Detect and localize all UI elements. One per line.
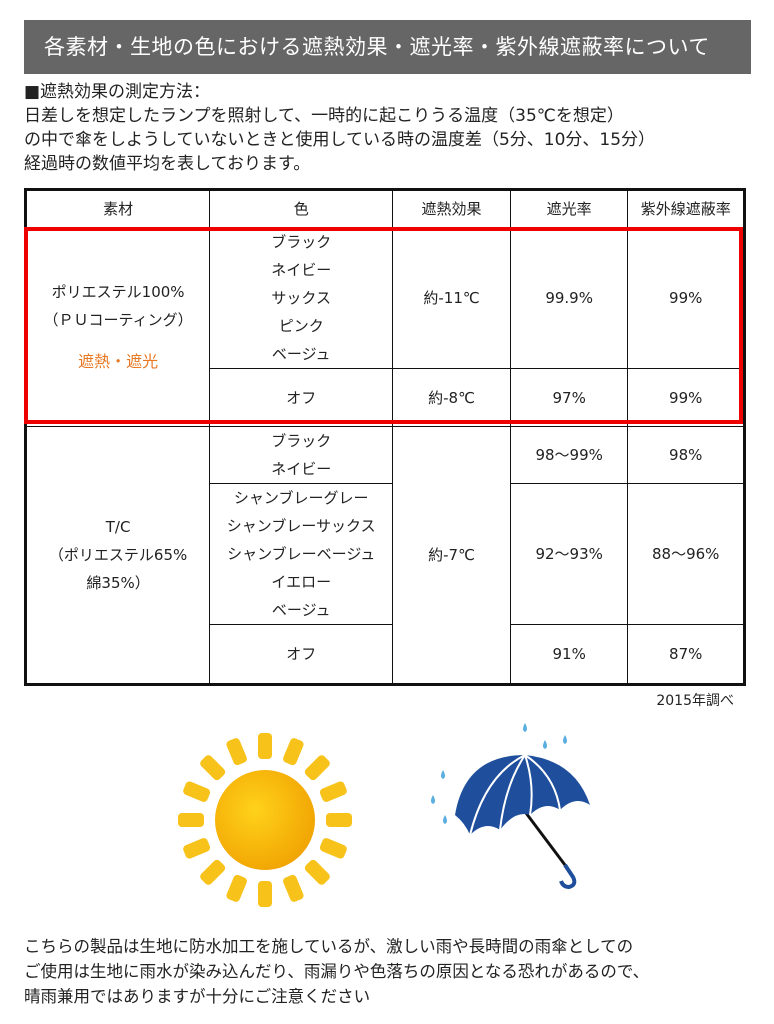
light-cell: 92〜93%	[509, 483, 629, 625]
uv-cell: 99%	[627, 227, 745, 369]
sun-ray	[183, 838, 211, 859]
highlight-box	[24, 227, 743, 424]
color-item: シャンブレーグレー	[233, 489, 369, 507]
header-heat: 遮熱効果	[392, 189, 511, 228]
sun-icon	[178, 733, 352, 907]
table-header: 素材 色 遮熱効果 遮光率 紫外線遮蔽率	[24, 189, 745, 228]
sun-ray	[183, 781, 211, 802]
feature-badge: 遮熱・遮光	[78, 352, 159, 371]
color-cell: ブラック ネイビー サックス ピンク ベージュ	[209, 227, 394, 369]
header-material: 素材	[24, 189, 211, 228]
intro-line: 日差しを想定したランプを照射して、一時的に起こりうる温度（35℃を想定）	[24, 106, 624, 126]
color-item: ネイビー	[271, 460, 332, 478]
caution-line: 晴雨兼用ではありますが十分にご注意ください	[24, 987, 371, 1006]
color-item: シャンブレーサックス	[226, 517, 376, 535]
sun-ray	[319, 781, 347, 802]
sun-ray	[319, 838, 347, 859]
sun-ray	[326, 813, 352, 827]
color-item: シャンブレーベージュ	[227, 545, 376, 563]
header-uv: 紫外線遮蔽率	[627, 189, 745, 228]
sun-ray	[178, 813, 204, 827]
umbrella-icon	[431, 723, 590, 890]
material-sub: （ポリエステル65%	[48, 546, 188, 564]
color-item: ベージュ	[271, 345, 331, 363]
color-cell: シャンブレーグレー シャンブレーサックス シャンブレーベージュ イエロー ベージ…	[209, 483, 394, 625]
sun-ray	[226, 874, 247, 902]
header-color: 色	[209, 189, 394, 228]
table-row: オフ 約-8℃ 97% 99%	[26, 368, 745, 427]
color-cell: オフ	[209, 368, 394, 427]
footer-caution: こちらの製品は生地に防水加工を施しているが、激しい雨や長時間の雨傘としての ご使…	[24, 934, 774, 1009]
color-item: ブラック	[271, 233, 332, 251]
uv-cell: 99%	[627, 368, 745, 427]
caution-line: ご使用は生地に雨水が染み込んだり、雨漏りや色落ちの原因となる恐れがあるので、	[24, 962, 650, 981]
material-sub: 綿35%）	[86, 574, 150, 592]
uv-cell: 98%	[627, 426, 745, 484]
material-cell: ポリエステル100% （ＰＵコーティング） 遮熱・遮光	[24, 227, 211, 427]
table-row: オフ 91% 87%	[26, 624, 745, 685]
sun-ray	[226, 738, 247, 766]
sun-ray	[304, 859, 330, 885]
material-name: ポリエステル100%	[51, 283, 185, 301]
sun-ray	[200, 755, 226, 781]
survey-note: 2015年調べ	[656, 693, 734, 709]
table-row: シャンブレーグレー シャンブレーサックス シャンブレーベージュ イエロー ベージ…	[26, 483, 745, 625]
sun-ray	[304, 755, 330, 781]
heat-cell: 約-11℃	[392, 227, 511, 369]
light-cell: 91%	[509, 624, 629, 685]
color-cell: オフ	[209, 624, 394, 685]
color-item: ベージュ	[271, 601, 331, 619]
material-sub: （ＰＵコーティング）	[43, 311, 193, 329]
color-item: ブラック	[271, 432, 332, 450]
intro-line: の中で傘をしようしていないときと使用している時の温度差（5分、10分、15分）	[24, 130, 656, 150]
intro-heading: ■遮熱効果の測定方法：	[24, 82, 211, 102]
material-name: T/C	[105, 518, 131, 536]
table-row: T/C （ポリエステル65% 綿35%） ブラック ネイビー 約-7℃ 98〜9…	[24, 426, 745, 685]
color-item: ネイビー	[271, 261, 332, 279]
uv-cell: 88〜96%	[627, 483, 745, 625]
sun-ray	[283, 874, 304, 902]
light-cell: 98〜99%	[509, 426, 629, 484]
sun-ray	[283, 738, 304, 766]
sun-ray	[258, 733, 272, 759]
page-title: 各素材・生地の色における遮熱効果・遮光率・紫外線遮蔽率について	[24, 20, 751, 74]
material-cell: T/C （ポリエステル65% 綿35%）	[24, 426, 211, 685]
spec-table: 素材 色 遮熱効果 遮光率 紫外線遮蔽率 ポリエステル100% （ＰＵコーティン…	[24, 188, 746, 686]
color-item: イエロー	[271, 573, 332, 591]
sun-ray	[258, 881, 272, 907]
color-item: サックス	[271, 289, 331, 307]
color-item: ピンク	[278, 317, 324, 335]
color-cell: ブラック ネイビー	[209, 426, 394, 484]
intro-line: 経過時の数値平均を表しております。	[24, 154, 311, 174]
intro: ■遮熱効果の測定方法： 日差しを想定したランプを照射して、一時的に起こりうる温度…	[24, 80, 764, 176]
heat-cell: 約-8℃	[392, 368, 511, 427]
caution-line: こちらの製品は生地に防水加工を施しているが、激しい雨や長時間の雨傘としての	[24, 937, 634, 956]
uv-cell: 87%	[627, 624, 745, 685]
sun-ray	[200, 859, 226, 885]
heat-cell: 約-7℃	[392, 426, 511, 685]
header-light: 遮光率	[509, 189, 629, 228]
